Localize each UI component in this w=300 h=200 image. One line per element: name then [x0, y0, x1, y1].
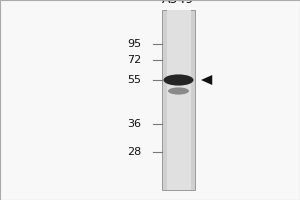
Bar	[162, 10, 195, 190]
Text: 95: 95	[127, 39, 141, 49]
Ellipse shape	[164, 74, 194, 86]
Bar	[167, 10, 191, 190]
Ellipse shape	[168, 87, 189, 95]
Text: A549: A549	[162, 0, 195, 6]
Text: 28: 28	[127, 147, 141, 157]
Polygon shape	[201, 75, 212, 85]
Text: 72: 72	[127, 55, 141, 65]
Text: 55: 55	[127, 75, 141, 85]
Text: 36: 36	[127, 119, 141, 129]
